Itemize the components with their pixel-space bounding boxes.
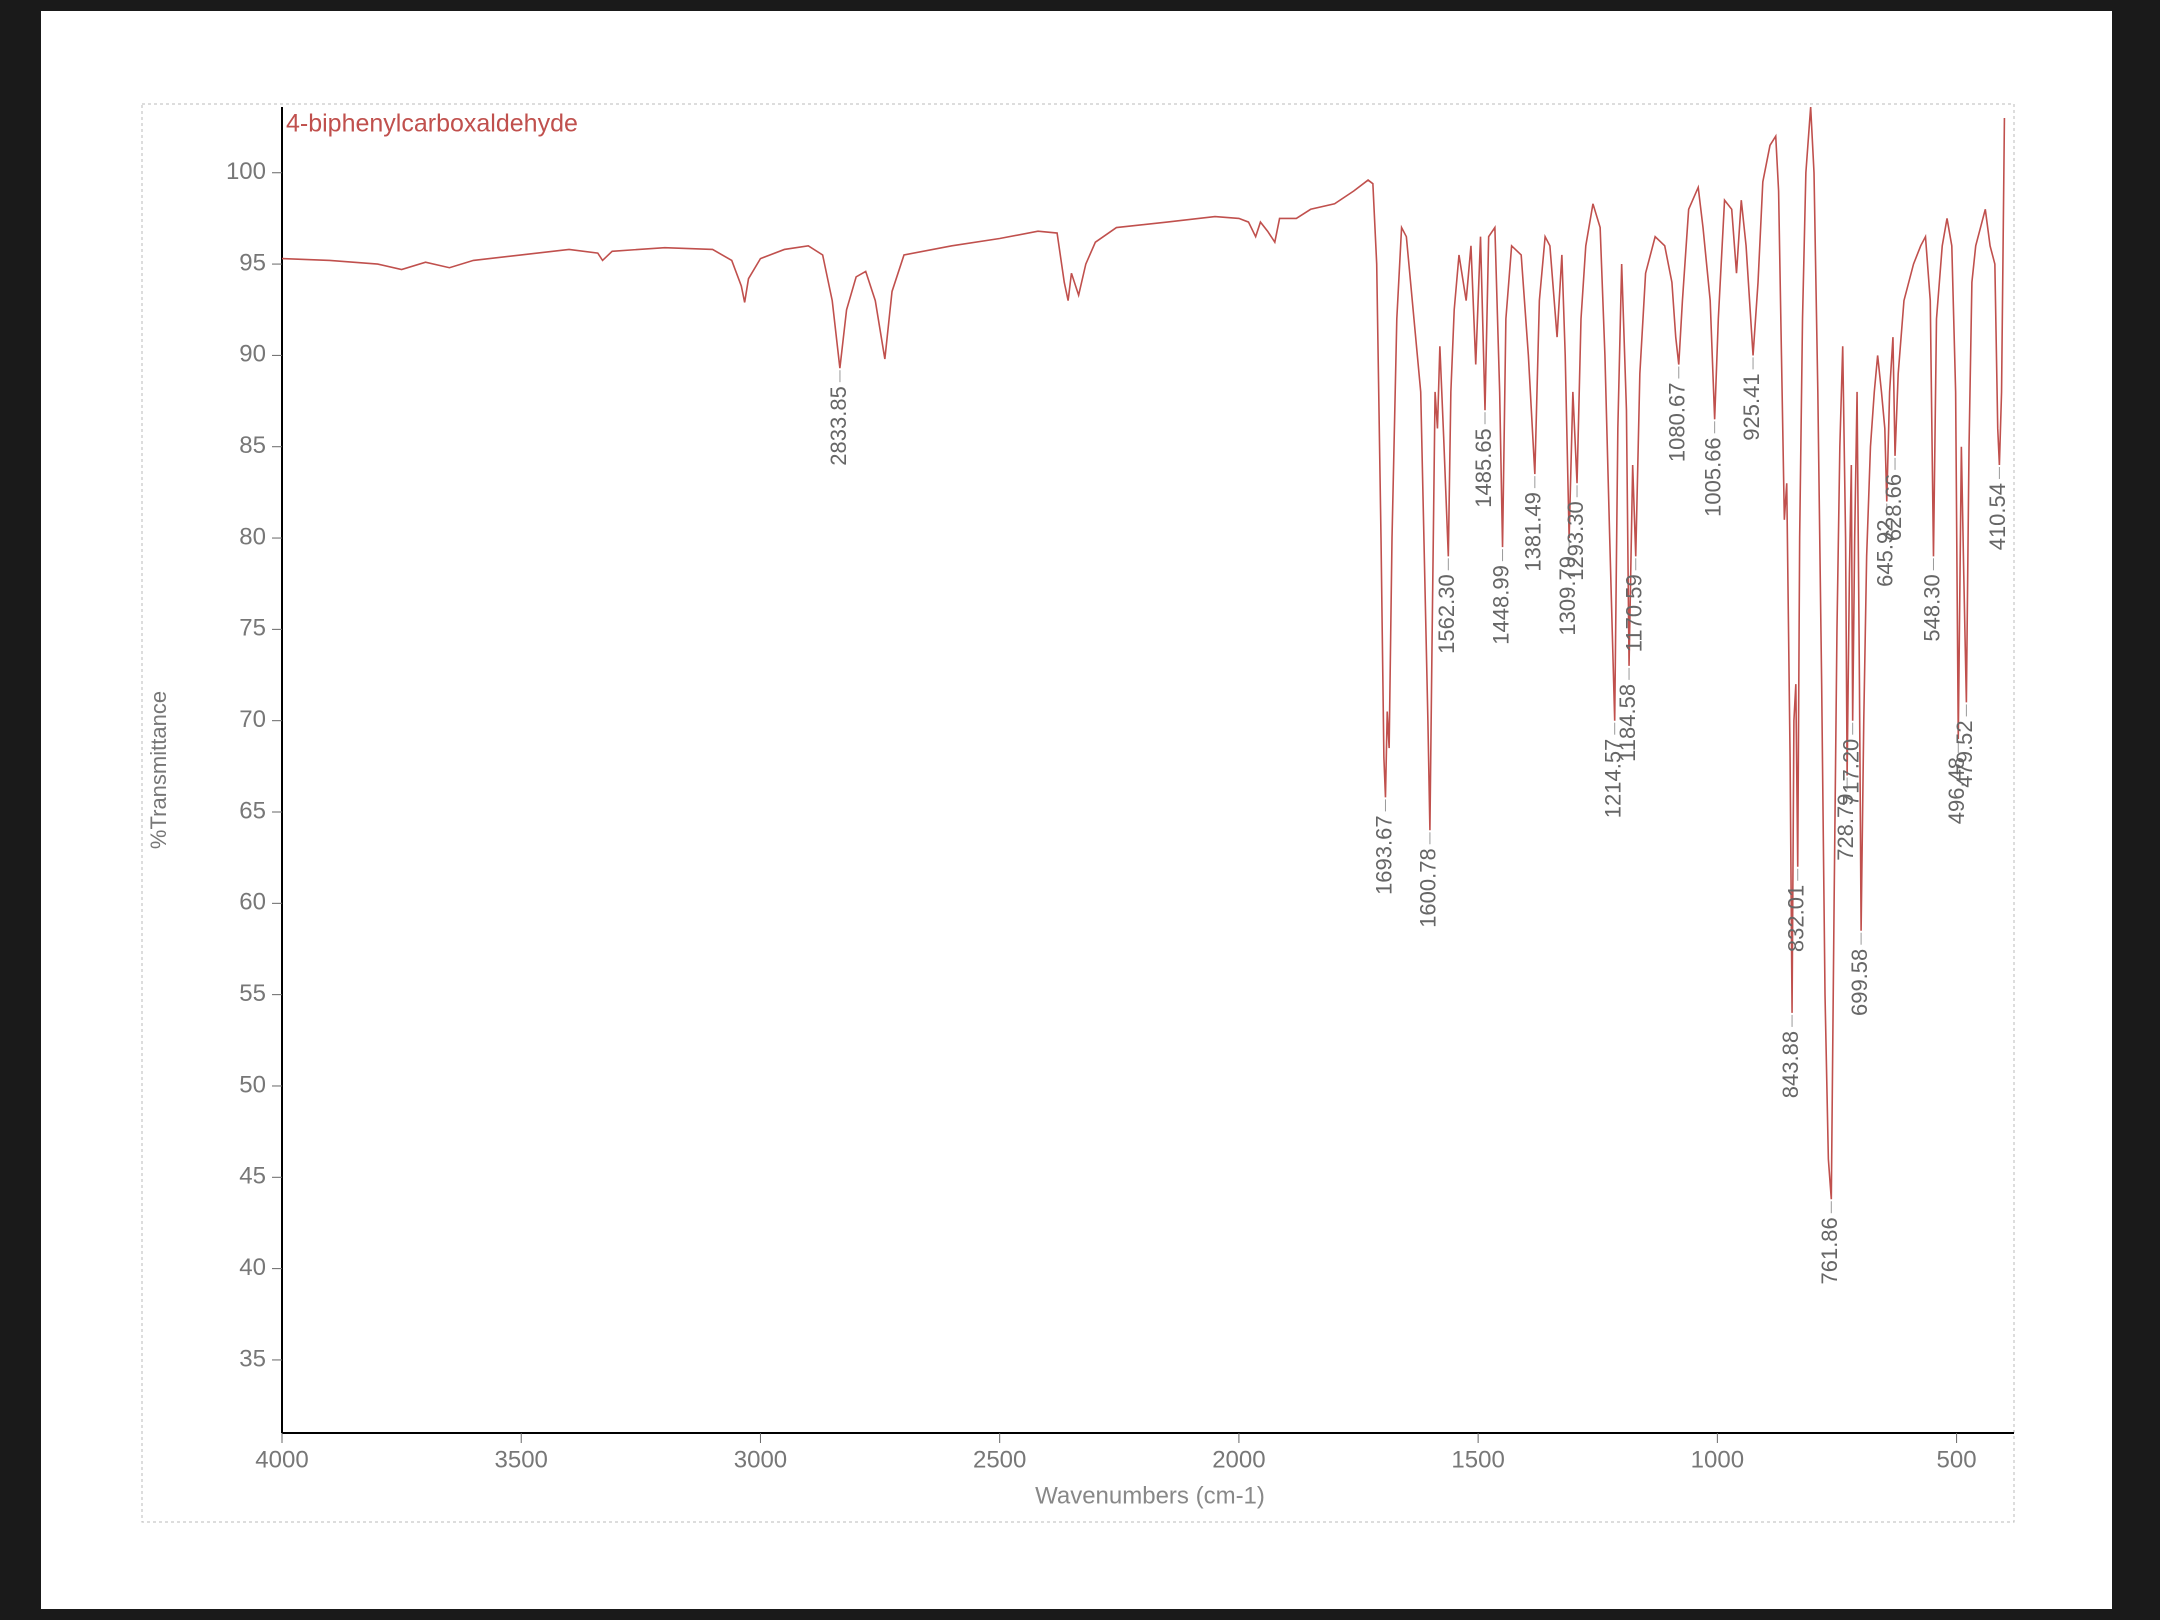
peak-label: 2833.85 — [826, 386, 851, 466]
x-tick-label: 4000 — [255, 1446, 308, 1473]
peak-label: 1184.58 — [1615, 684, 1640, 762]
y-tick-label: 60 — [239, 889, 266, 916]
x-tick-label: 2500 — [973, 1446, 1026, 1473]
peak-label: 1005.66 — [1700, 437, 1725, 517]
peak-label: 699.58 — [1847, 949, 1872, 1016]
y-tick-label: 40 — [239, 1254, 266, 1281]
chart-title: 4-biphenylcarboxaldehyde — [286, 110, 578, 138]
peak-label: 1562.30 — [1434, 574, 1459, 654]
peak-label: 1693.67 — [1371, 815, 1396, 895]
peak-label: 410.54 — [1985, 483, 2010, 550]
peak-label: 496.48 — [1944, 757, 1969, 824]
peak-label: 645.92 — [1873, 520, 1898, 587]
peak-label: 925.41 — [1739, 373, 1764, 440]
peak-label: 1080.67 — [1665, 383, 1690, 463]
x-tick-label: 3000 — [734, 1446, 787, 1473]
peak-label: 548.30 — [1919, 574, 1944, 641]
peak-label: 1448.99 — [1488, 565, 1513, 645]
peak-label: 761.86 — [1817, 1217, 1842, 1284]
peak-label: 717.20 — [1838, 739, 1863, 806]
peak-label: 832.01 — [1784, 885, 1809, 952]
x-axis-label: Wavenumbers (cm-1) — [1035, 1482, 1265, 1509]
peak-label: 1485.65 — [1471, 428, 1496, 508]
y-axis-label: %Transmittance — [146, 691, 171, 849]
peak-label: 1381.49 — [1521, 492, 1546, 572]
x-tick-label: 1000 — [1691, 1446, 1744, 1473]
x-tick-label: 2000 — [1212, 1446, 1265, 1473]
x-tick-label: 1500 — [1451, 1446, 1504, 1473]
y-tick-label: 100 — [226, 158, 266, 185]
x-tick-label: 500 — [1937, 1446, 1977, 1473]
page — [41, 11, 2112, 1609]
y-tick-label: 50 — [239, 1071, 266, 1098]
frame — [141, 103, 2015, 1523]
y-tick-label: 80 — [239, 523, 266, 550]
y-tick-label: 65 — [239, 797, 266, 824]
peak-label: 628.66 — [1881, 474, 1906, 541]
y-tick-label: 90 — [239, 341, 266, 368]
y-tick-label: 70 — [239, 706, 266, 733]
peak-label: 728.79 — [1833, 793, 1858, 860]
y-tick-label: 55 — [239, 980, 266, 1007]
y-tick-label: 75 — [239, 615, 266, 642]
peak-label: 1309.79 — [1555, 556, 1580, 636]
spectrum-line — [281, 106, 2006, 1200]
peak-label: 843.88 — [1778, 1031, 1803, 1098]
x-tick-label: 3500 — [495, 1446, 548, 1473]
peak-label: 1170.59 — [1622, 574, 1647, 652]
peak-label: 1293.30 — [1563, 501, 1588, 581]
peak-label: 479.52 — [1952, 720, 1977, 787]
y-tick-label: 35 — [239, 1345, 266, 1372]
peak-label: 1600.78 — [1416, 848, 1441, 928]
peak-label: 1214.57 — [1601, 739, 1626, 819]
y-tick-label: 45 — [239, 1163, 266, 1190]
y-tick-label: 95 — [239, 249, 266, 276]
y-tick-label: 85 — [239, 432, 266, 459]
